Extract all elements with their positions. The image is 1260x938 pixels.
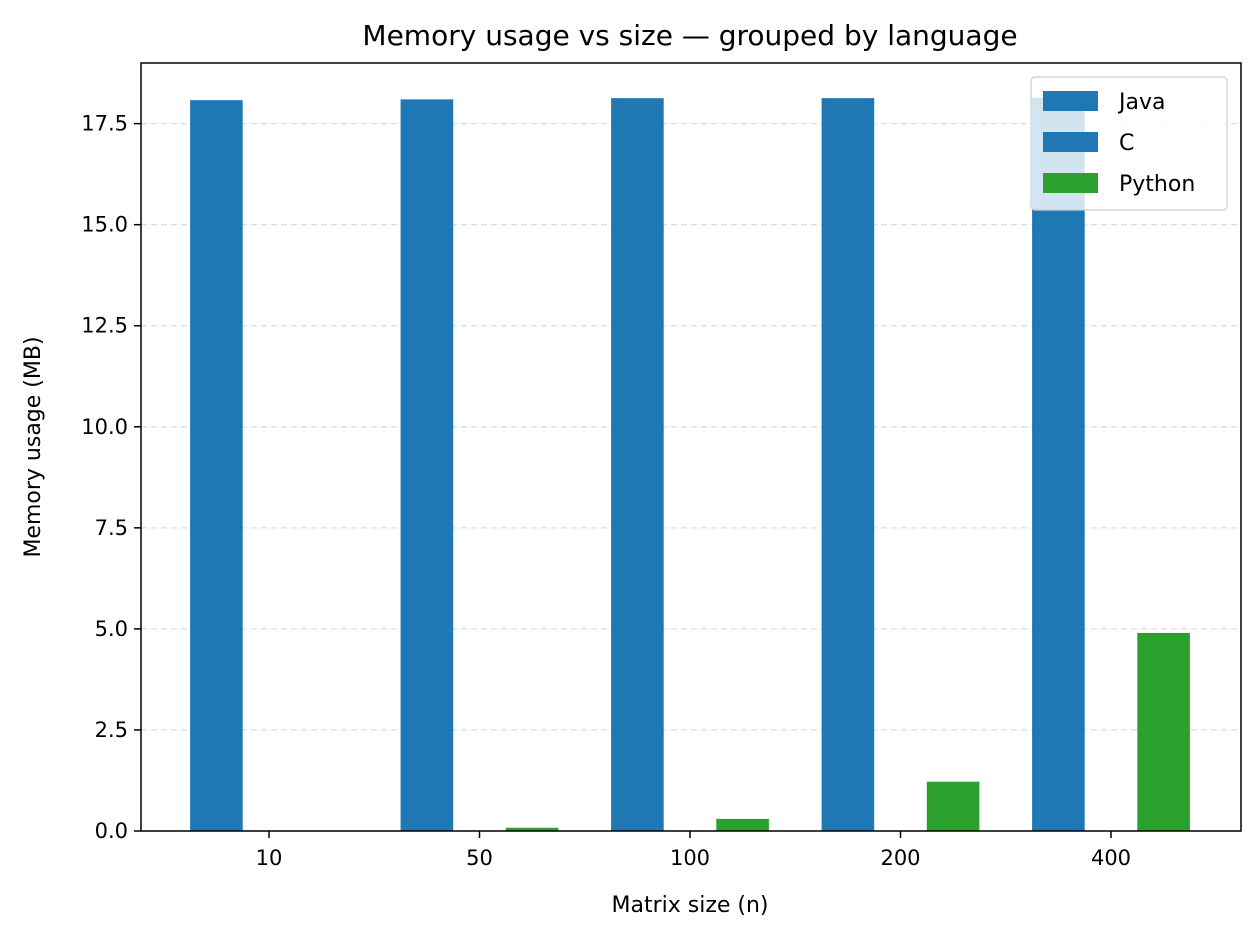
legend-swatch-java — [1043, 91, 1098, 111]
x-tick-label-100: 100 — [670, 846, 710, 870]
legend-label-python: Python — [1119, 172, 1195, 197]
y-tick-label-7: 17.5 — [81, 112, 128, 136]
y-axis-ticks: 0.0 2.5 5.0 7.5 10.0 12.5 15.0 17.5 — [81, 112, 141, 843]
y-tick-label-6: 15.0 — [81, 213, 128, 237]
bar-java-200 — [821, 98, 875, 831]
gridlines — [141, 122, 1241, 832]
bar-python-100 — [716, 818, 769, 831]
y-axis-label: Memory usage (MB) — [21, 336, 46, 557]
legend-label-java: Java — [1117, 90, 1165, 115]
x-axis-ticks: 10 50 100 200 400 — [256, 831, 1131, 870]
y-tick-label-1: 2.5 — [95, 718, 128, 742]
y-tick-label-5: 12.5 — [81, 314, 128, 338]
bar-python-50 — [505, 827, 559, 831]
chart-title: Memory usage vs size — grouped by langua… — [362, 19, 1017, 52]
bars — [190, 97, 1190, 832]
x-tick-label-200: 200 — [880, 846, 920, 870]
y-tick-label-2: 5.0 — [95, 617, 128, 641]
x-tick-label-10: 10 — [256, 846, 283, 870]
plot-frame — [140, 62, 1242, 832]
y-tick-label-4: 10.0 — [81, 415, 128, 439]
bar-java-400 — [1032, 97, 1085, 832]
y-tick-label-0: 0.0 — [95, 819, 128, 843]
bar-java-50 — [400, 99, 454, 831]
legend-swatch-python — [1043, 173, 1098, 193]
x-axis-label: Matrix size (n) — [611, 893, 768, 918]
bar-java-100 — [611, 98, 664, 831]
legend-label-c: C — [1119, 131, 1134, 156]
legend-swatch-c — [1043, 132, 1098, 152]
bar-python-400 — [1137, 632, 1190, 831]
x-tick-label-50: 50 — [466, 846, 493, 870]
y-tick-label-3: 7.5 — [95, 516, 128, 540]
bar-python-200 — [926, 781, 980, 831]
legend: Java C Python — [1030, 76, 1228, 211]
bar-java-10 — [190, 100, 243, 831]
x-tick-label-400: 400 — [1091, 846, 1131, 870]
